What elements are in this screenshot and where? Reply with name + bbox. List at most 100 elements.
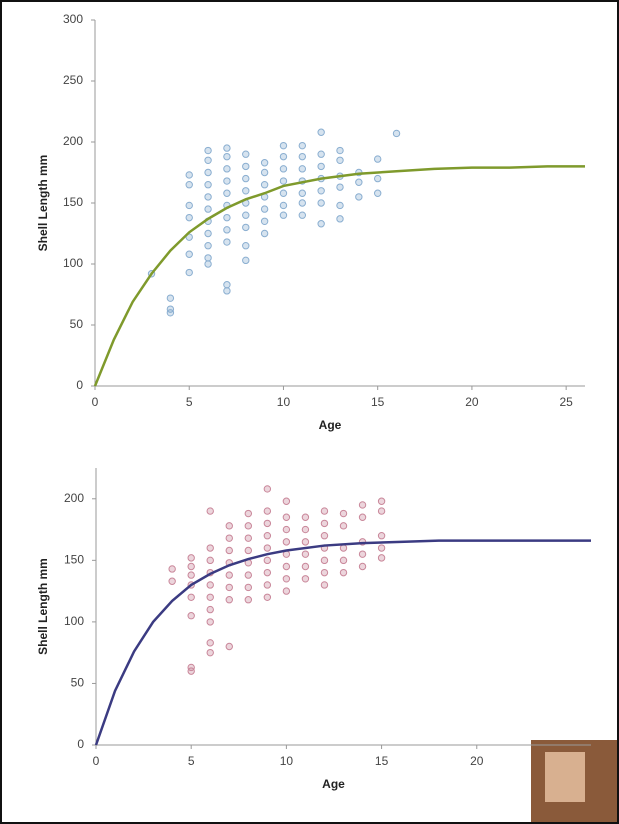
data-point — [223, 287, 231, 295]
data-point — [377, 544, 386, 552]
data-point — [358, 513, 367, 521]
data-point — [244, 509, 253, 518]
data-point — [185, 171, 193, 179]
data-point — [320, 532, 329, 540]
y-axis-title: Shell Length mm — [36, 558, 50, 655]
data-point — [263, 485, 272, 493]
data-point — [301, 538, 310, 546]
data-point — [168, 565, 176, 573]
data-point — [168, 577, 176, 585]
data-point — [263, 532, 272, 540]
data-point — [320, 556, 329, 565]
data-point — [317, 162, 325, 171]
data-point — [298, 199, 307, 207]
data-point — [244, 546, 253, 555]
data-point — [317, 220, 325, 228]
data-point — [225, 571, 233, 579]
data-point — [206, 639, 214, 647]
data-point — [260, 159, 269, 167]
data-point — [244, 583, 253, 592]
data-point — [336, 156, 344, 165]
data-point — [166, 309, 175, 317]
data-point — [206, 581, 214, 589]
data-point — [282, 538, 291, 546]
data-point — [260, 168, 269, 177]
y-tick-label: 250 — [63, 73, 83, 87]
data-point — [206, 648, 214, 657]
data-point — [279, 189, 288, 197]
x-tick-label: 10 — [277, 395, 291, 409]
x-tick-label: 15 — [371, 395, 385, 409]
data-point — [282, 497, 291, 505]
data-point — [377, 532, 386, 540]
data-point — [317, 128, 325, 136]
data-point — [244, 596, 253, 604]
x-tick-label: 10 — [280, 754, 294, 768]
data-point — [204, 193, 212, 201]
data-point — [223, 213, 231, 222]
data-point — [301, 562, 310, 571]
data-point — [298, 165, 307, 173]
data-point — [204, 146, 212, 155]
data-point — [185, 250, 193, 258]
data-point — [263, 507, 272, 515]
data-point — [204, 205, 212, 213]
data-point — [263, 593, 272, 601]
data-point — [320, 519, 329, 528]
data-point — [244, 534, 253, 542]
data-point — [298, 211, 307, 219]
data-point — [301, 550, 310, 558]
data-point — [206, 544, 214, 552]
y-tick-label: 50 — [70, 317, 84, 331]
x-tick-label: 25 — [559, 395, 573, 409]
data-point — [206, 618, 214, 626]
data-point — [279, 211, 288, 219]
data-point — [225, 583, 233, 592]
data-point — [204, 156, 212, 165]
data-point — [336, 146, 344, 155]
data-point — [187, 562, 195, 571]
y-tick-label: 150 — [64, 553, 84, 567]
data-point — [242, 187, 250, 195]
data-point — [279, 201, 288, 210]
data-point — [282, 562, 291, 571]
data-point — [223, 152, 231, 161]
x-tick-label: 5 — [186, 395, 193, 409]
data-point — [339, 568, 348, 577]
data-point — [377, 554, 386, 562]
data-point — [282, 587, 291, 595]
data-point — [260, 205, 269, 213]
x-axis-title: Age — [319, 418, 342, 432]
y-tick-label: 0 — [76, 378, 83, 392]
x-tick-label: 20 — [465, 395, 479, 409]
data-point — [244, 522, 253, 530]
growth-curve — [94, 539, 591, 746]
data-point — [223, 144, 231, 152]
data-point — [187, 571, 195, 579]
data-point — [339, 556, 348, 565]
y-tick-label: 100 — [63, 256, 83, 270]
data-point — [301, 513, 310, 521]
data-point — [185, 268, 193, 277]
data-point — [187, 554, 195, 562]
data-point — [225, 642, 233, 651]
data-point — [355, 193, 363, 201]
data-point — [339, 509, 348, 518]
data-point — [373, 189, 382, 197]
data-point — [317, 199, 325, 207]
data-point — [298, 152, 307, 161]
x-axis-title: Age — [322, 777, 345, 791]
data-point — [223, 189, 231, 197]
data-point — [263, 519, 272, 528]
data-point — [358, 550, 367, 558]
data-point — [223, 177, 231, 185]
data-point — [223, 226, 231, 234]
data-point — [260, 217, 269, 226]
data-point — [242, 211, 250, 219]
data-point — [204, 229, 212, 238]
growth-curve — [93, 165, 585, 387]
y-tick-label: 200 — [63, 134, 83, 148]
data-point — [336, 183, 344, 191]
data-point — [242, 223, 250, 232]
